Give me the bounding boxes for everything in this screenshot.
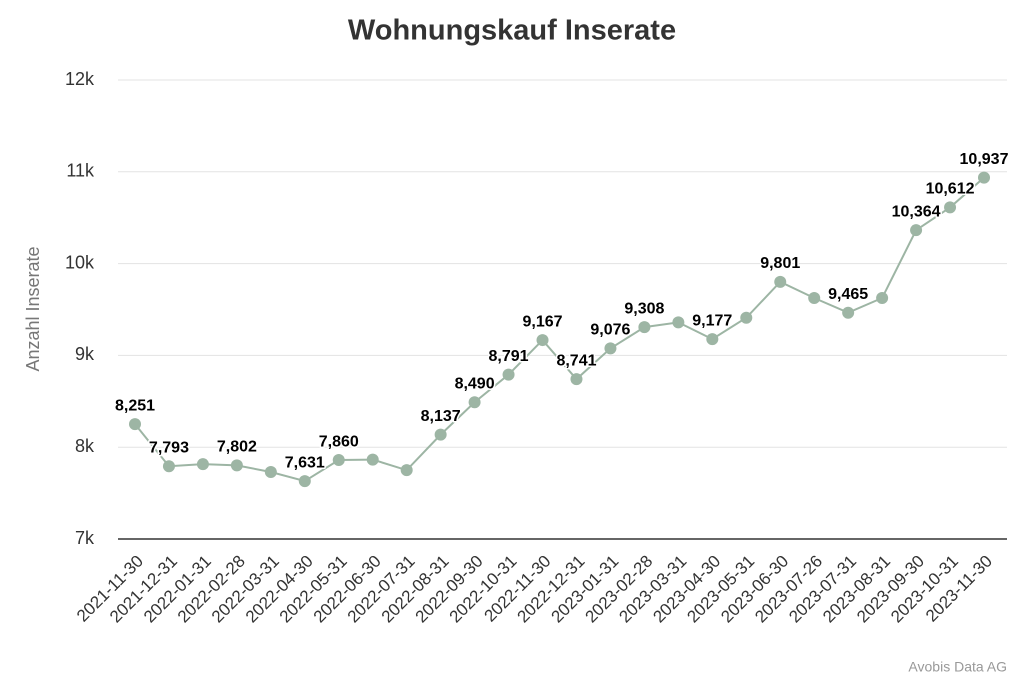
point: [740, 311, 753, 324]
point: [502, 368, 515, 381]
y-axis-label: Anzahl Inserate: [23, 246, 43, 371]
data-label: 9,308: [624, 300, 664, 317]
data-label: 9,465: [828, 286, 868, 303]
y-tick-label: 10k: [65, 252, 95, 272]
y-tick-label: 12k: [65, 69, 95, 89]
data-label: 7,860: [319, 433, 359, 450]
point: [604, 342, 617, 355]
source: Avobis Data AG: [908, 659, 1007, 675]
data-label: 8,741: [556, 352, 596, 369]
y-tick-label: 9k: [75, 344, 95, 364]
y-tick-label: 11k: [66, 161, 95, 181]
chart-title: Wohnungskauf Inserate: [348, 15, 676, 47]
data-label: 9,076: [590, 322, 630, 339]
point: [434, 428, 447, 441]
data-label: 8,490: [455, 375, 495, 392]
point: [774, 275, 787, 288]
data-label: 8,251: [115, 397, 155, 414]
point: [332, 454, 345, 467]
data-label: 10,364: [892, 203, 941, 220]
data-label: 9,177: [692, 312, 732, 329]
point: [672, 316, 685, 329]
data-label: 7,631: [285, 454, 325, 471]
point: [876, 292, 889, 305]
point: [842, 306, 855, 319]
point: [944, 201, 957, 214]
point: [264, 465, 277, 478]
data-label: 7,802: [217, 439, 257, 456]
point: [298, 475, 311, 488]
point: [978, 171, 990, 184]
point: [366, 453, 379, 466]
y-tick-label: 7k: [75, 528, 95, 548]
data-label: 7,793: [149, 439, 189, 456]
data-label: 9,801: [760, 255, 800, 272]
data-label: 8,137: [421, 408, 461, 425]
y-tick-label: 8k: [75, 436, 95, 456]
point: [536, 334, 549, 347]
point: [910, 224, 923, 237]
data-label: 10,937: [960, 151, 1009, 168]
data-label: 10,612: [926, 181, 975, 198]
point: [570, 373, 583, 386]
point: [129, 418, 141, 431]
point: [230, 459, 243, 472]
point: [196, 458, 209, 471]
point: [468, 396, 481, 409]
point: [162, 460, 175, 473]
point: [400, 464, 413, 477]
data-label: 8,791: [489, 348, 529, 365]
data-label: 9,167: [522, 313, 562, 330]
point: [638, 321, 651, 334]
point: [706, 333, 719, 346]
point: [808, 292, 821, 305]
